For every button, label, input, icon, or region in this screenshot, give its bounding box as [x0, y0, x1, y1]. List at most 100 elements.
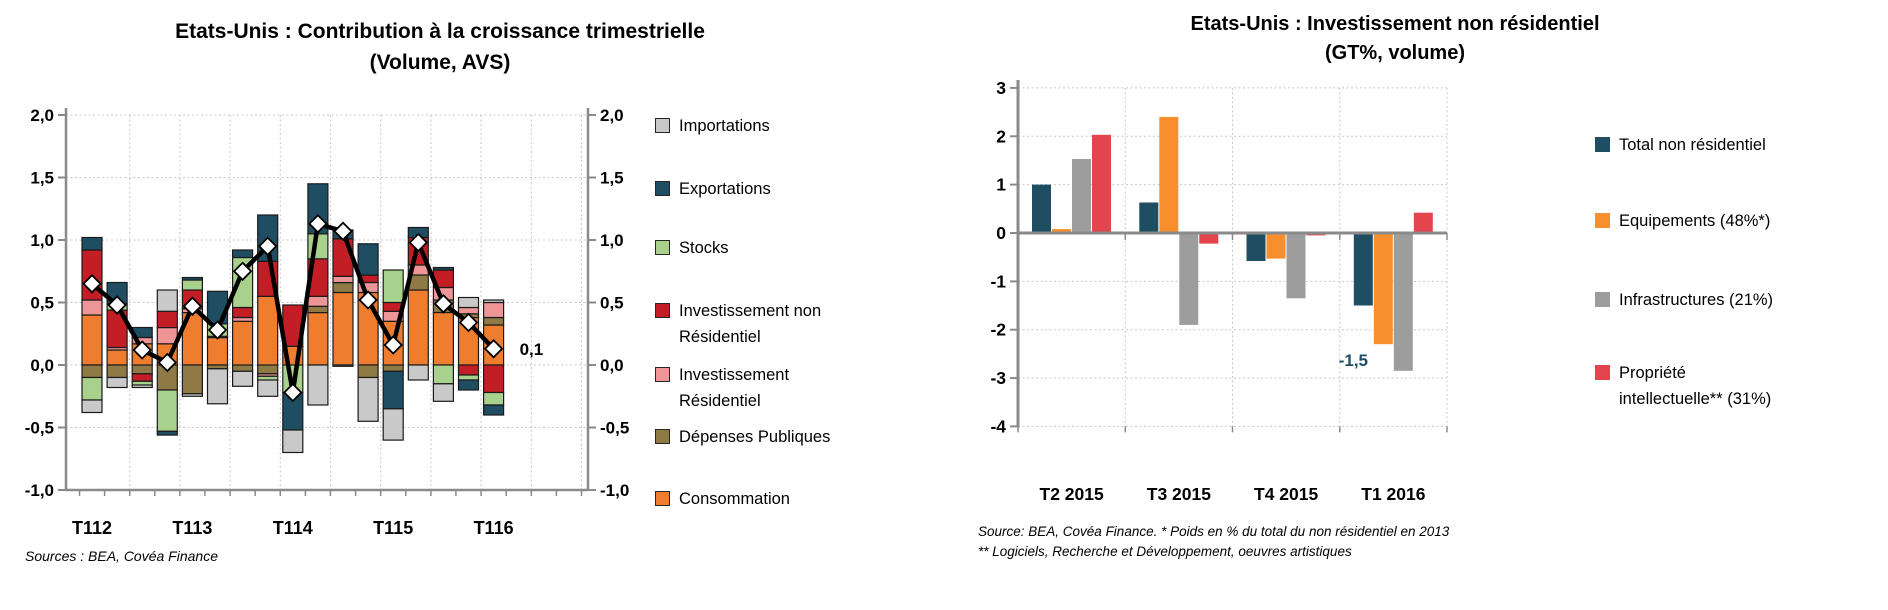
bar-segment-importations — [457, 296, 480, 309]
bar-segment-investissement-non-residentiel — [483, 364, 505, 394]
legend-swatch-depenses-publiques — [655, 429, 670, 444]
legend-label-exportations: Exportations — [679, 180, 771, 198]
bar-segment-importations — [257, 379, 279, 397]
legend-label-consommation: Consommation — [679, 490, 790, 508]
gdp-line-marker — [257, 236, 278, 257]
bar-segment-investissement-non-residentiel — [156, 310, 178, 329]
gdp-line-marker — [333, 221, 353, 242]
bar-segment-importations — [131, 384, 153, 389]
bar-segment-importations — [181, 393, 203, 397]
y-axis-label: 1,0 — [600, 231, 624, 250]
bar-segment-importations — [282, 429, 304, 454]
legend-swatch-importations — [655, 118, 670, 133]
bar-segment-importations — [232, 370, 254, 387]
bar-propriete-intellectuelle — [1199, 233, 1219, 244]
legend-item-equipements: Equipements (48%*) — [1595, 208, 1770, 234]
y-axis-label: -1 — [990, 271, 1006, 291]
x-axis-label: T113 — [172, 518, 212, 538]
legend-label-investissement-non-residentiel: Investissement non Résidentiel — [679, 302, 822, 346]
y-axis-label: -4 — [990, 416, 1006, 436]
left-chart-title: Etats-Unis : Contribution à la croissanc… — [90, 16, 790, 78]
y-axis-label: 2 — [996, 126, 1006, 146]
y-axis-label: -1,0 — [600, 481, 629, 500]
bar-segment-depenses-publiques — [483, 316, 505, 326]
bar-segment-depenses-publiques — [131, 364, 153, 375]
bar-segment-importations — [206, 368, 229, 405]
right-chart-title-line2: (GT%, volume) — [1324, 42, 1465, 64]
legend-swatch-equipements — [1595, 213, 1610, 228]
left-chart-source: Sources : BEA, Covéa Finance — [25, 548, 218, 564]
bar-segment-depenses-publiques — [332, 281, 354, 294]
bar-segment-consommation — [106, 349, 128, 366]
gdp-line-marker — [283, 382, 303, 403]
bar-segment-depenses-publiques — [106, 364, 128, 379]
bar-segment-investissement-non-residentiel — [457, 364, 480, 376]
x-axis-label: T115 — [373, 518, 413, 538]
bar-segment-investissement-non-residentiel — [232, 306, 254, 319]
bar-value-annotation: -1,5 — [1339, 351, 1368, 370]
bar-segment-importations — [332, 364, 354, 367]
bar-segment-consommation — [81, 314, 103, 366]
bar-segment-importations — [357, 376, 379, 422]
bar-segment-depenses-publiques — [81, 364, 103, 379]
gdp-line-marker — [157, 352, 178, 373]
right-chart-title-line1: Etats-Unis : Investissement non résident… — [1190, 13, 1600, 35]
bar-segment-exportations — [181, 276, 203, 281]
gdp-line-marker — [232, 261, 253, 282]
legend-swatch-investissement-non-residentiel — [655, 303, 670, 318]
bar-propriete-intellectuelle — [1092, 134, 1111, 233]
left-chart-title-line2: (Volume, AVS) — [369, 51, 511, 74]
bar-propriete-intellectuelle — [1413, 212, 1433, 233]
y-axis-label: 0,0 — [600, 356, 624, 375]
y-axis-label: -1,0 — [25, 481, 54, 500]
bar-segment-stocks — [181, 279, 203, 291]
y-axis-label: 3 — [996, 78, 1006, 98]
bar-segment-stocks — [483, 391, 505, 406]
line-end-label: 0,1 — [520, 340, 544, 359]
legend-swatch-propriete-intellectuelle — [1595, 365, 1610, 380]
legend-item-consommation: Consommation — [655, 486, 790, 512]
bar-segment-investissement-residentiel — [81, 299, 103, 316]
y-axis-label: 0,5 — [600, 294, 624, 313]
legend-label-propriete-intellectuelle: Propriété intellectuelle** (31%) — [1619, 364, 1772, 408]
gdp-line-marker — [308, 214, 328, 234]
legend-label-depenses-publiques: Dépenses Publiques — [679, 428, 831, 446]
y-axis-label: 1,5 — [600, 169, 624, 188]
bar-infrastructures — [1393, 233, 1413, 371]
bar-segment-depenses-publiques — [181, 364, 203, 395]
investment-plot: 3 2 1 0 -1 -2 -3 -4 T2 2015 T3 2015 T4 2015 T1 2016… — [990, 78, 1448, 504]
gdp-line-marker — [82, 274, 102, 294]
right-chart-legend: Total non résidentiel Equipements (48%*) I… — [1595, 70, 1888, 450]
x-axis-label: T2 2015 — [1040, 484, 1104, 504]
bar-segment-investissement-residentiel — [307, 295, 329, 307]
bar-segment-consommation — [232, 320, 254, 366]
gdp-line-marker — [207, 320, 228, 340]
bar-infrastructures — [1179, 233, 1199, 325]
bar-segment-importations — [106, 376, 128, 389]
y-axis-label: 0,5 — [30, 294, 54, 313]
y-axis-label: 1,0 — [30, 231, 54, 250]
bar-total-non-residentiel — [1032, 184, 1051, 233]
y-axis-label: 1 — [996, 175, 1006, 195]
legend-item-stocks: Stocks — [655, 235, 729, 261]
right-chart-source-line2: ** Logiciels, Recherche et Développement… — [978, 543, 1352, 559]
bar-segment-consommation — [257, 295, 279, 366]
bar-infrastructures — [1286, 233, 1306, 299]
legend-item-investissement-non-residentiel: Investissement non Résidentiel — [655, 298, 821, 350]
bar-segment-exportations — [156, 430, 178, 436]
legend-swatch-stocks — [655, 240, 670, 255]
left-chart-title-line1: Etats-Unis : Contribution à la croissanc… — [175, 20, 705, 43]
bar-equipements — [1052, 229, 1071, 233]
legend-swatch-investissement-residentiel — [655, 367, 670, 382]
bar-segment-importations — [156, 289, 178, 312]
legend-label-equipements: Equipements (48%*) — [1619, 212, 1771, 230]
bar-segment-importations — [407, 364, 429, 381]
gdp-line-marker — [433, 294, 454, 314]
bar-segment-depenses-publiques — [307, 305, 329, 314]
bar-segment-consommation — [407, 289, 429, 366]
legend-label-stocks: Stocks — [679, 239, 729, 257]
right-chart-title: Etats-Unis : Investissement non résident… — [1105, 10, 1685, 68]
legend-swatch-infrastructures — [1595, 292, 1610, 307]
bar-equipements — [1373, 233, 1393, 345]
